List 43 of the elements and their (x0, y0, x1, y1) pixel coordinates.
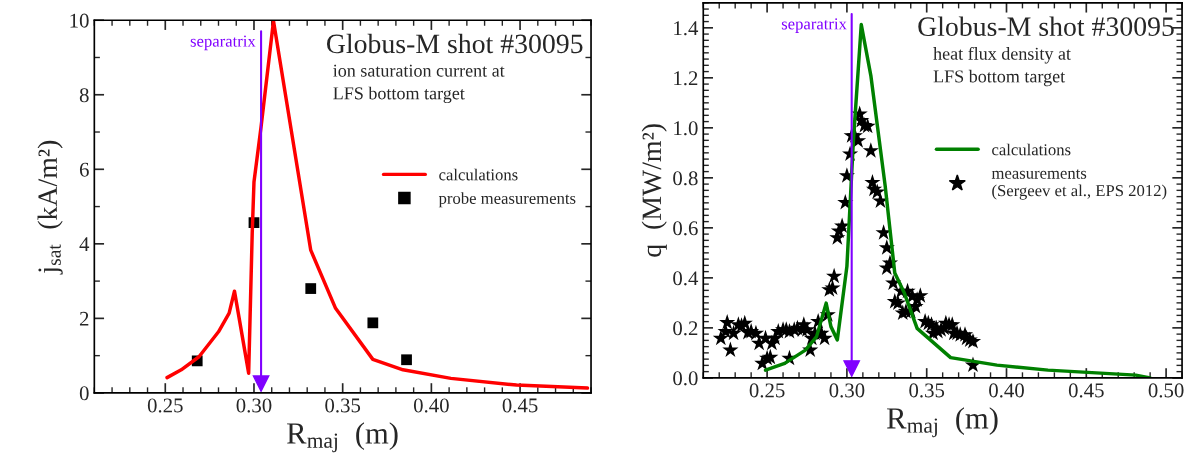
x-tick-label: 0.35 (909, 383, 945, 398)
y-tick-label: 0.6 (673, 221, 698, 236)
y-tick-label: 0.8 (673, 171, 698, 186)
y-tick-label: 0.4 (673, 271, 699, 286)
ref-line-label: separatrix (781, 18, 847, 33)
y-tick-label: 1.4 (674, 21, 699, 36)
y-axis-title: j$_{sat}$ (kA/m²) (37, 140, 63, 275)
chart-title: Globus-M shot #30095 (326, 33, 583, 54)
y-axis-title: q (MW/m²) (641, 124, 667, 257)
legend-label: probe measurements (438, 192, 576, 208)
annotation: ion saturation current at LFS bottom target (333, 64, 505, 104)
y-tick-label: 0 (79, 386, 89, 401)
x-tick-label: 0.40 (413, 398, 449, 413)
y-tick-label: 0.0 (673, 371, 698, 386)
x-tick-label: 0.50 (1148, 383, 1184, 398)
x-axis-title: R$_{maj}$ (m) (887, 407, 998, 438)
x-tick-label: 0.35 (325, 398, 361, 413)
y-tick-label: 6 (79, 162, 89, 177)
chart-title: Globus-M shot #30095 (918, 16, 1174, 37)
x-tick-label: 0.45 (502, 398, 538, 413)
x-tick-label: 0.25 (147, 398, 183, 413)
y-tick-label: 1.2 (674, 71, 698, 86)
legend-label: measurements (Sergeev et al., EPS 2012) (991, 169, 1167, 200)
point (367, 317, 379, 329)
y-tick-label: 8 (79, 88, 89, 103)
legend-label: calculations (992, 143, 1071, 156)
x-tick-label: 0.40 (989, 383, 1024, 398)
x-tick-label: 0.45 (1068, 383, 1104, 398)
y-tick-label: 4 (79, 237, 90, 252)
point (305, 283, 317, 294)
y-tick-label: 2 (79, 311, 89, 326)
x-axis-title: R$_{maj}$ (m) (287, 422, 398, 453)
annotation: heat flux density at LFS bottom target (933, 46, 1071, 87)
ref-line-label: separatrix (190, 35, 256, 51)
line-series (165, 20, 590, 390)
y-tick-label: 1.0 (674, 121, 698, 136)
y-tick-label: 0.2 (673, 321, 698, 336)
y-tick-label: 10 (70, 13, 89, 28)
legend-label: calculations (439, 168, 518, 181)
point (401, 354, 412, 366)
x-tick-label: 0.30 (236, 398, 272, 413)
x-tick-label: 0.30 (829, 383, 865, 398)
x-tick-label: 0.25 (749, 383, 785, 398)
